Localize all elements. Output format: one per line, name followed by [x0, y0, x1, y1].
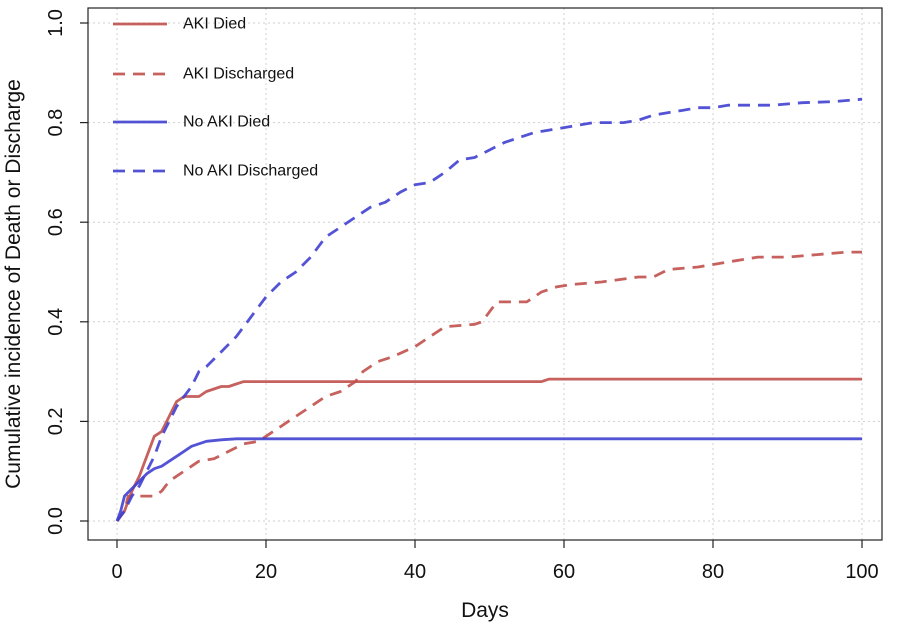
x-tick-label: 80 — [702, 561, 724, 583]
series-line-aki-discharged — [115, 250, 862, 522]
x-tick-label: 0 — [111, 561, 122, 583]
plot-frame — [87, 7, 883, 541]
legend-label: AKI Discharged — [183, 66, 294, 83]
x-axis-title: Days — [461, 599, 509, 622]
series-line-no-aki-died — [115, 437, 862, 522]
legend-label: No AKI Died — [183, 114, 270, 131]
legend-label: No AKI Discharged — [183, 163, 318, 180]
x-tick-label: 40 — [404, 561, 426, 583]
y-axis: 0.0 0.2 0.4 0.6 0.8 1.0 — [45, 9, 88, 535]
x-tick-label: 20 — [255, 561, 277, 583]
y-tick-label: 0.8 — [45, 109, 67, 137]
y-tick-label: 0.6 — [45, 208, 67, 236]
grid — [88, 8, 882, 540]
x-tick-label: 100 — [845, 561, 878, 583]
y-tick-label: 0.0 — [45, 507, 67, 535]
y-tick-label: 1.0 — [45, 9, 67, 37]
x-axis: 0 20 40 60 80 100 — [111, 540, 879, 583]
y-tick-label: 0.4 — [45, 308, 67, 336]
x-tick-label: 60 — [553, 561, 575, 583]
legend: AKI Died AKI Discharged No AKI Died No AKI … — [113, 16, 318, 180]
legend-label: AKI Died — [183, 16, 246, 33]
series-lines — [115, 97, 863, 522]
series-line-aki-died — [115, 377, 862, 522]
series-line-no-aki-discharged — [115, 97, 863, 522]
y-tick-label: 0.2 — [45, 407, 67, 435]
y-axis-title: Cumulative incidence of Death or Dischar… — [2, 79, 25, 489]
